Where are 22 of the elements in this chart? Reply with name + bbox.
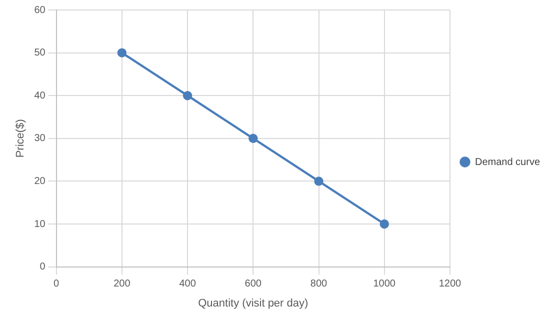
x-tick-label: 0 — [54, 278, 60, 290]
x-tick-label: 200 — [114, 278, 131, 290]
x-tick-label: 1200 — [438, 278, 462, 290]
point — [248, 134, 258, 143]
legend-label: Demand curve — [474, 156, 540, 168]
x-tick-label: 600 — [244, 278, 262, 290]
y-tick-label: 10 — [34, 218, 46, 230]
x-axis-title: Quantity (visit per day) — [198, 297, 308, 310]
y-tick-label: 50 — [34, 48, 46, 59]
y-tick-label: 20 — [34, 176, 46, 187]
x-tick-label: 400 — [179, 278, 196, 290]
point — [380, 219, 389, 229]
y-tick-label: 60 — [34, 4, 46, 16]
x-tick-label: 1000 — [373, 278, 396, 290]
y-tick-label: 30 — [34, 133, 46, 144]
point — [117, 48, 127, 58]
point — [182, 91, 192, 100]
y-tick-label: 40 — [34, 90, 46, 102]
y-axis-title: Price($) — [14, 119, 27, 158]
x-tick-label: 800 — [310, 278, 328, 290]
point — [314, 176, 324, 186]
y-tick-label: 0 — [40, 262, 46, 273]
